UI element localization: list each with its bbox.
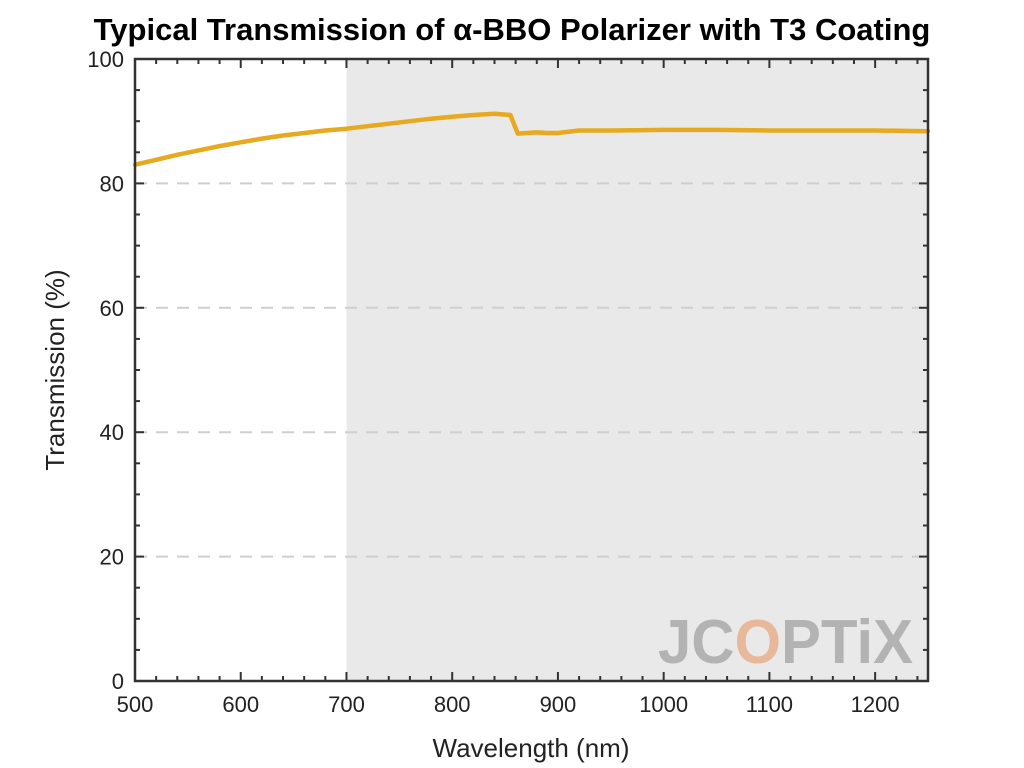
y-tick-labels: 0 20 40 60 80 100 [87,47,124,694]
x-tick-label: 1100 [746,692,793,717]
y-tick-label: 60 [100,296,124,321]
y-tick-label: 20 [100,545,124,570]
x-tick-label: 800 [434,692,471,717]
x-tick-label: 500 [117,692,154,717]
x-axis-title: Wavelength (nm) [433,733,630,763]
watermark-text: JCOPTiX [658,608,913,677]
chart-title: Typical Transmission of α-BBO Polarizer … [93,12,931,47]
x-tick-label: 1200 [851,692,900,717]
x-tick-label: 900 [540,692,577,717]
x-tick-labels: 500 600 700 800 900 1000 1100 1200 [117,692,900,717]
y-tick-label: 100 [87,47,124,72]
grid-lines [135,182,928,558]
y-tick-label: 0 [112,669,124,694]
x-tick-label: 700 [328,692,365,717]
shaded-region [346,59,928,681]
y-tick-label: 40 [100,420,124,445]
axis-ticks [134,58,928,682]
x-tick-label: 1000 [639,692,688,717]
x-tick-label: 600 [222,692,259,717]
y-tick-label: 80 [100,171,124,196]
watermark-logo: JCOPTiX [658,608,913,677]
y-axis-title: Transmission (%) [40,269,70,470]
series-line [132,111,931,167]
